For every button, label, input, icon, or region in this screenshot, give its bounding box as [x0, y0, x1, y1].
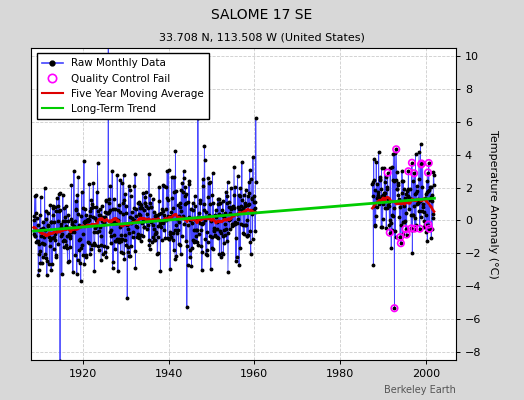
Text: SALOME 17 SE: SALOME 17 SE — [211, 8, 313, 22]
Text: Berkeley Earth: Berkeley Earth — [384, 385, 456, 395]
Point — [408, 160, 416, 166]
Point — [417, 161, 425, 168]
Point — [404, 168, 412, 174]
Point — [397, 240, 405, 246]
Point — [416, 226, 424, 232]
Point — [384, 170, 392, 176]
Point — [386, 230, 394, 236]
Point — [407, 225, 416, 232]
Point — [396, 234, 405, 240]
Point — [410, 170, 418, 176]
Point — [424, 221, 432, 228]
Point — [418, 160, 426, 167]
Point — [392, 146, 400, 152]
Point — [424, 160, 433, 166]
Point — [401, 226, 410, 232]
Y-axis label: Temperature Anomaly (°C): Temperature Anomaly (°C) — [488, 130, 498, 278]
Point — [402, 231, 411, 238]
Point — [410, 226, 419, 232]
Point — [425, 226, 434, 232]
Text: 33.708 N, 113.508 W (United States): 33.708 N, 113.508 W (United States) — [159, 32, 365, 42]
Point — [424, 169, 432, 176]
Legend: Raw Monthly Data, Quality Control Fail, Five Year Moving Average, Long-Term Tren: Raw Monthly Data, Quality Control Fail, … — [37, 53, 209, 119]
Point — [390, 305, 399, 312]
